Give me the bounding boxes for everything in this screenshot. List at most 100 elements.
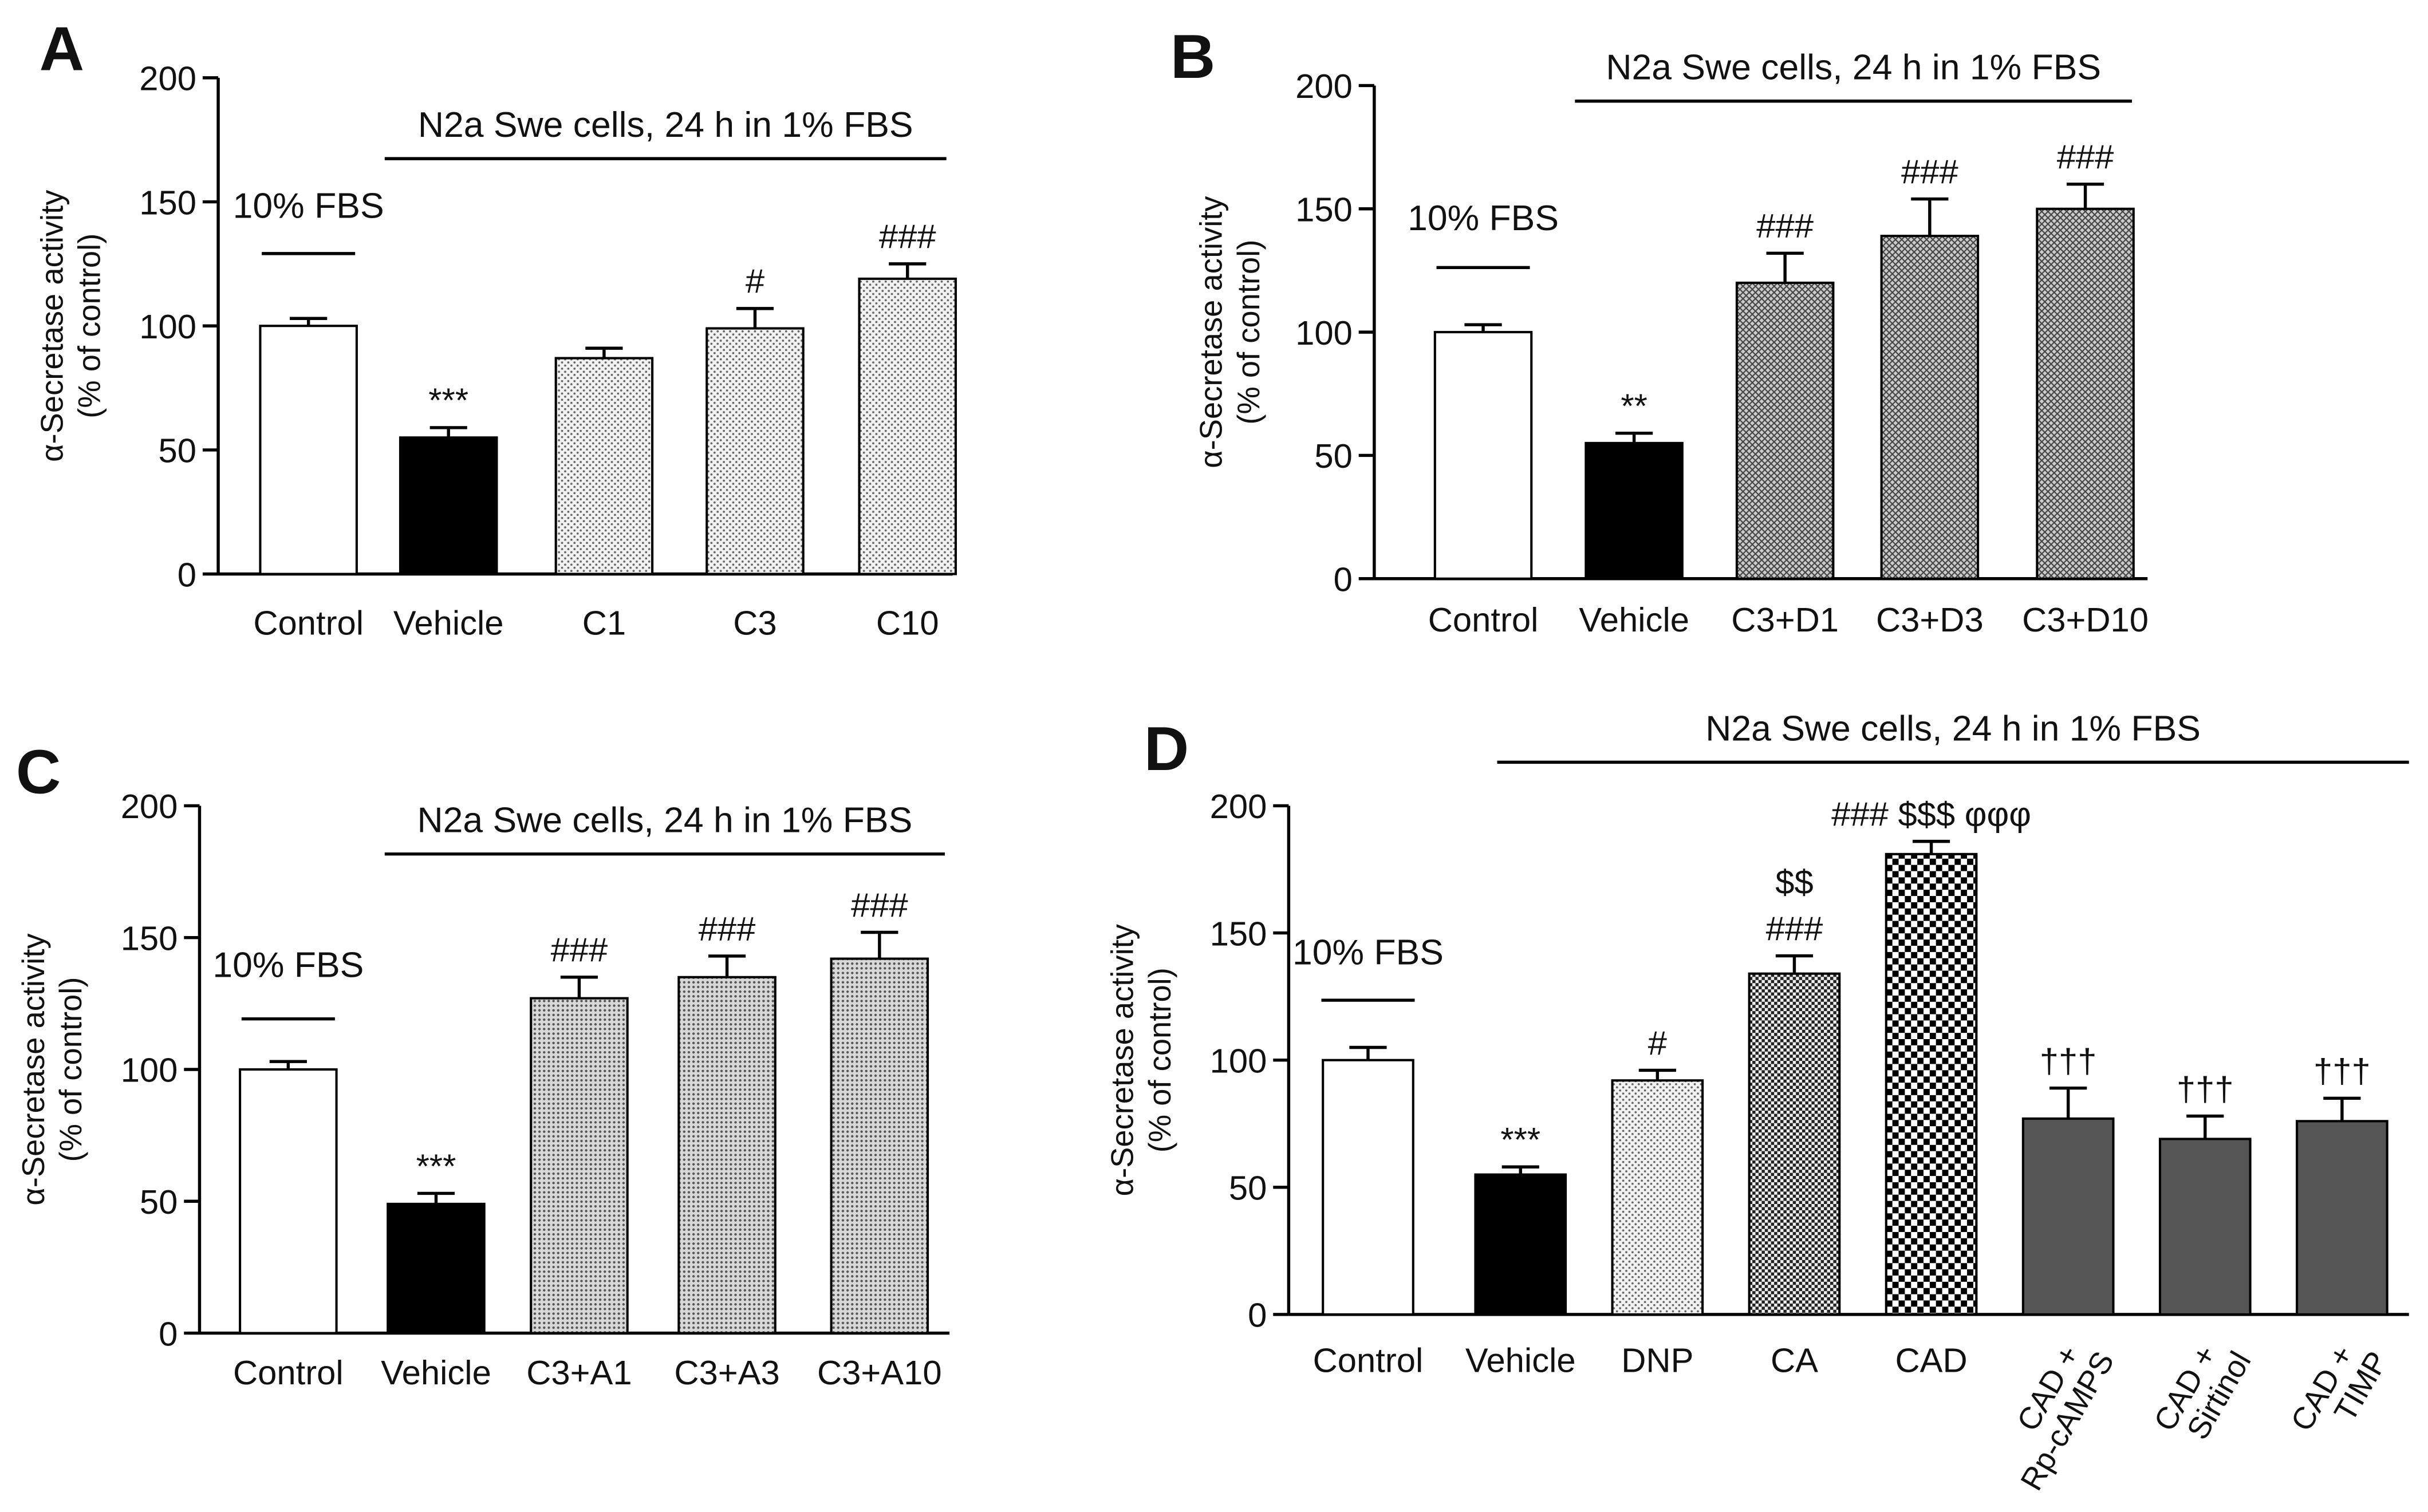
- y-tick-label: 50: [140, 1183, 178, 1221]
- treatment-bracket-label: N2a Swe cells, 24 h in 1% FBS: [418, 105, 913, 145]
- x-tick-label: C3+A10: [817, 1353, 942, 1392]
- y-tick-label: 50: [1229, 1169, 1267, 1207]
- significance-label: ###: [879, 218, 936, 256]
- panel-letter: D: [1144, 714, 1189, 784]
- bar-cad: [1885, 852, 1978, 1316]
- treatment-bracket-label: N2a Swe cells, 24 h in 1% FBS: [1606, 48, 2101, 88]
- bar-vehicle: [1474, 1173, 1567, 1316]
- significance-label: #: [1648, 1024, 1667, 1062]
- panel-C: C 0 50 100 150 200 α-Secretase activity (% of c…: [16, 738, 950, 1392]
- y-axis-label: α-Secretase activity: [34, 190, 69, 462]
- bar-dnp: [1611, 1079, 1704, 1316]
- y-tick-label: 0: [178, 555, 196, 594]
- bar-control: [239, 1068, 338, 1335]
- panel-D: D 0 50 100 150 200 α-Secretase activity (% of c…: [1105, 708, 2409, 1496]
- bar-c1: [554, 357, 654, 575]
- bar-cad-sirtinol: [2158, 1138, 2252, 1316]
- control-condition-label: 10% FBS: [1408, 198, 1559, 238]
- x-tick-label: C10: [876, 604, 939, 642]
- y-tick-label: 150: [121, 919, 178, 957]
- x-tick-label: Vehicle: [1465, 1341, 1576, 1379]
- bar-c3-a1: [530, 997, 629, 1335]
- y-axis-label-unit: (% of control): [72, 234, 107, 419]
- y-axis-label-unit: (% of control): [53, 977, 88, 1162]
- y-tick-label: 100: [1210, 1041, 1267, 1080]
- treatment-bracket-label: N2a Swe cells, 24 h in 1% FBS: [417, 800, 912, 840]
- y-tick-label: 150: [1210, 914, 1267, 953]
- x-tick-label: Vehicle: [393, 604, 504, 642]
- y-tick-label: 100: [1295, 314, 1353, 352]
- panel-letter: A: [40, 14, 84, 84]
- y-tick-label: 200: [121, 787, 178, 826]
- y-axis-label: α-Secretase activity: [16, 933, 51, 1206]
- x-tick-label: C3: [733, 604, 777, 642]
- bar-c3-a10: [830, 957, 929, 1335]
- y-axis-label-unit: (% of control): [1142, 968, 1177, 1152]
- x-tick-label: C3+A3: [674, 1353, 779, 1392]
- bar-ca: [1748, 972, 1841, 1316]
- bar-control: [1433, 331, 1533, 580]
- bar-c3-a3: [677, 976, 777, 1335]
- y-tick-label: 100: [139, 307, 196, 346]
- significance-label: ###: [851, 886, 908, 924]
- x-tick-label: Control: [253, 604, 364, 642]
- significance-label: †††: [2313, 1052, 2371, 1090]
- significance-label: †††: [2040, 1041, 2097, 1080]
- panel-B: B 0 50 100 150 200 α-Secretase activity (% of c…: [1170, 22, 2149, 639]
- significance-label: ###: [2057, 138, 2114, 176]
- x-tick-label: C3+D3: [1876, 601, 1984, 639]
- y-tick-label: 200: [1210, 787, 1267, 826]
- y-tick-label: 0: [159, 1314, 178, 1353]
- control-condition-label: 10% FBS: [233, 185, 384, 226]
- x-tick-label: DNP: [1621, 1341, 1693, 1379]
- x-tick-label: CAD: [1895, 1341, 1967, 1379]
- bar-cad-rp-camps: [2021, 1117, 2115, 1316]
- bar-control: [1322, 1059, 1414, 1316]
- significance-label: ###: [1756, 207, 1814, 245]
- x-tick-label: C3+D1: [1731, 601, 1839, 639]
- y-tick-label: 0: [1334, 560, 1353, 598]
- y-tick-label: 100: [121, 1051, 178, 1089]
- significance-label: ###: [699, 910, 756, 948]
- y-axis-label: α-Secretase activity: [1194, 196, 1229, 468]
- control-condition-label: 10% FBS: [1292, 933, 1444, 973]
- bar-vehicle: [399, 436, 498, 575]
- significance-label: ### $$$ φφφ: [1831, 795, 2031, 833]
- bar-vehicle: [1584, 441, 1684, 580]
- significance-label: ###: [551, 931, 608, 969]
- control-condition-label: 10% FBS: [212, 945, 364, 985]
- y-tick-label: 0: [1248, 1296, 1267, 1335]
- panel-letter: B: [1170, 22, 1215, 92]
- y-tick-label: 50: [1314, 437, 1352, 475]
- bar-c3: [705, 327, 805, 575]
- treatment-bracket-label: N2a Swe cells, 24 h in 1% FBS: [1705, 708, 2201, 748]
- x-tick-label: C3+A1: [526, 1353, 632, 1392]
- significance-label: ###: [1901, 152, 1958, 191]
- significance-label: #: [746, 262, 764, 301]
- significance-label: †††: [2177, 1069, 2234, 1108]
- y-tick-label: 150: [1295, 191, 1353, 229]
- significance-label: ###: [1766, 909, 1823, 948]
- y-tick-label: 200: [1295, 67, 1353, 105]
- x-tick-label: Vehicle: [381, 1353, 491, 1392]
- y-axis-label: α-Secretase activity: [1105, 923, 1140, 1196]
- bar-c3-d3: [1880, 235, 1980, 580]
- significance-label: $$: [1775, 863, 1813, 901]
- significance-label: ***: [428, 381, 468, 420]
- x-tick-label: Control: [1428, 601, 1539, 639]
- x-tick-label: Vehicle: [1579, 601, 1689, 639]
- significance-label: ***: [1500, 1120, 1540, 1159]
- significance-label: **: [1621, 386, 1647, 425]
- y-axis-label-unit: (% of control): [1231, 240, 1266, 425]
- y-tick-label: 200: [139, 60, 196, 98]
- bar-vehicle: [387, 1202, 486, 1335]
- panel-A: A 0 50 100 150 200 α-Secretase activity (% of c…: [34, 14, 957, 642]
- y-tick-label: 150: [139, 183, 196, 222]
- x-tick-label: C3+D10: [2022, 601, 2149, 639]
- bar-c3-d10: [2036, 207, 2135, 580]
- bar-c10: [858, 277, 957, 575]
- x-tick-label: CA: [1771, 1341, 1818, 1379]
- x-tick-label: Control: [1313, 1341, 1424, 1379]
- x-tick-label: C1: [582, 604, 626, 642]
